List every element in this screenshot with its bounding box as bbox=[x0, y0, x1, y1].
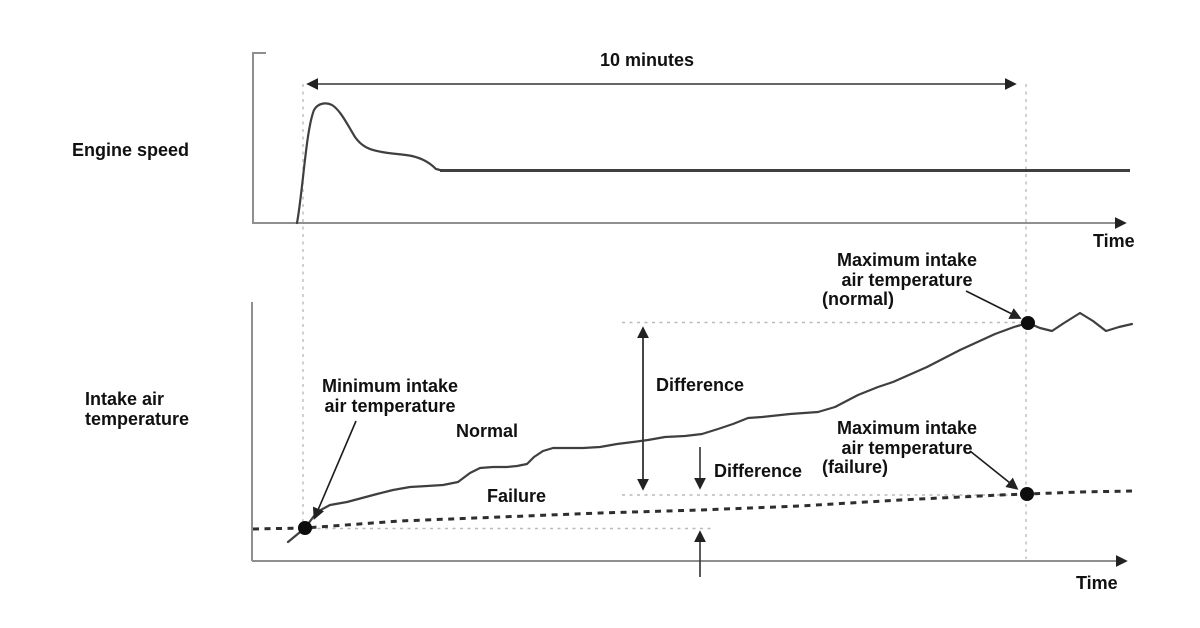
minimum-temperature-dot bbox=[298, 521, 312, 535]
minimum-intake-label: Minimum intake air temperature bbox=[312, 376, 468, 416]
maximum-intake-normal-label: Maximum intake air temperature (normal) bbox=[822, 250, 992, 310]
failure-curve bbox=[252, 489, 1133, 531]
intake-air-temperature-axis-label: Intake air temperature bbox=[85, 389, 189, 429]
max-normal-pointer-arrow bbox=[965, 290, 1022, 319]
annotation-line: Maximum intake bbox=[836, 418, 978, 438]
normal-curve bbox=[286, 311, 1134, 544]
engine-speed-axis-label: Engine speed bbox=[72, 140, 190, 160]
top-time-axis-label: Time bbox=[1093, 231, 1135, 251]
maximum-intake-failure-label: Maximum intake air temperature (failure) bbox=[822, 418, 992, 478]
axis-label-line: Intake air bbox=[85, 389, 165, 409]
bottom-time-axis-label: Time bbox=[1076, 573, 1118, 593]
normal-series-label: Normal bbox=[456, 421, 519, 441]
annotation-line: air temperature bbox=[324, 396, 456, 416]
annotation-line: air temperature bbox=[841, 437, 973, 458]
top-y-axis bbox=[252, 52, 266, 224]
annotation-line: Maximum intake bbox=[836, 250, 978, 270]
minimum-pointer-arrow bbox=[312, 420, 357, 520]
ten-minutes-label: 10 minutes bbox=[599, 50, 695, 70]
max-failure-temperature-dot bbox=[1020, 487, 1034, 501]
max-normal-temperature-dot bbox=[1021, 316, 1035, 330]
difference-normal-label: Difference bbox=[656, 375, 745, 395]
annotation-line: (failure) bbox=[822, 457, 889, 477]
annotation-line: Minimum intake bbox=[321, 376, 459, 396]
annotation-line: air temperature bbox=[841, 269, 973, 290]
difference-failure-label: Difference bbox=[714, 461, 803, 481]
max-failure-pointer-arrow bbox=[969, 450, 1019, 490]
failure-series-label: Failure bbox=[487, 486, 547, 506]
annotation-line: (normal) bbox=[822, 289, 894, 309]
axis-label-line: temperature bbox=[85, 409, 190, 429]
engine-speed-curve bbox=[295, 102, 444, 225]
